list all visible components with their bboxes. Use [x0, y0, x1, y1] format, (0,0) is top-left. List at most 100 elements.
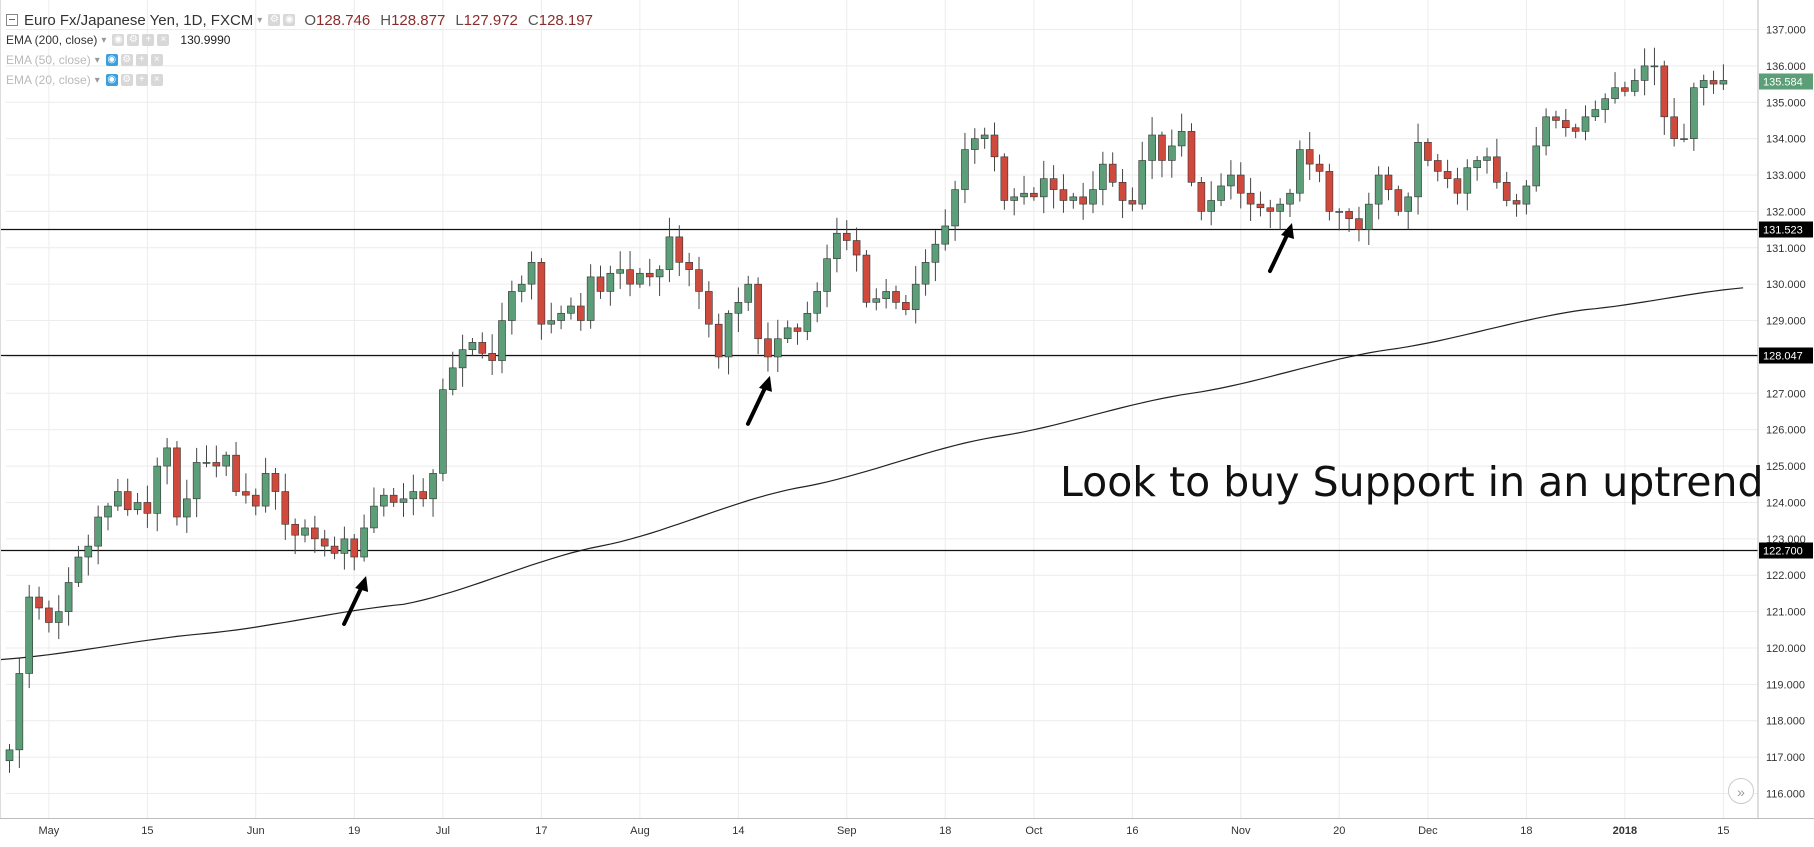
candle-body — [1020, 192, 1028, 198]
close-icon[interactable]: × — [150, 54, 163, 66]
chevron-down-icon[interactable]: ▾ — [101, 34, 107, 46]
candle-body — [626, 269, 634, 285]
candle — [1039, 160, 1048, 214]
eye-icon[interactable]: ◉ — [105, 74, 118, 86]
candle-body — [1345, 211, 1353, 219]
candle — [123, 478, 132, 516]
candle — [961, 132, 969, 204]
candle — [1512, 193, 1521, 217]
candle — [616, 251, 625, 289]
candle-body — [1049, 178, 1058, 190]
add-icon[interactable]: + — [135, 74, 148, 86]
candle-body — [517, 283, 526, 292]
candle — [1384, 166, 1393, 201]
settings-icon[interactable]: ⚙ — [268, 14, 281, 26]
chevron-down-icon[interactable]: ▾ — [94, 54, 100, 66]
eye-icon[interactable]: ◉ — [283, 14, 296, 26]
candle — [251, 488, 260, 516]
candle — [872, 288, 881, 311]
eye-icon[interactable]: ◉ — [112, 34, 125, 46]
close-icon[interactable]: × — [150, 74, 163, 86]
y-tick-label: 133.000 — [1766, 170, 1806, 182]
candle-body — [714, 323, 723, 358]
candle-body — [1236, 174, 1245, 194]
candle — [1581, 105, 1590, 141]
candle — [586, 264, 595, 329]
candle — [1286, 188, 1294, 218]
candle — [1000, 153, 1009, 210]
candle — [1207, 181, 1215, 226]
candle — [1424, 138, 1432, 167]
candle — [1236, 162, 1245, 209]
candle — [74, 545, 83, 587]
candle-body — [823, 258, 831, 292]
x-tick-label: May — [39, 825, 60, 837]
y-tick-label: 131.000 — [1766, 243, 1806, 255]
candle — [783, 320, 792, 344]
last-price-label: 135.584 — [1763, 77, 1803, 89]
candle — [163, 438, 171, 485]
candle — [183, 479, 191, 533]
candle — [1177, 113, 1186, 157]
candle — [902, 294, 910, 316]
add-icon[interactable]: + — [135, 54, 148, 66]
candle-body — [183, 498, 191, 518]
candle — [990, 122, 999, 172]
eye-icon[interactable]: ◉ — [105, 54, 118, 66]
candle — [823, 244, 831, 308]
candle-body — [1562, 120, 1570, 129]
y-tick-label: 118.000 — [1766, 716, 1805, 728]
candle — [1128, 187, 1137, 212]
settings-icon[interactable]: ⚙ — [120, 74, 133, 86]
high-label: H — [380, 11, 392, 29]
chevron-down-icon[interactable]: ▾ — [94, 74, 100, 86]
candle-body — [744, 283, 753, 303]
settings-icon[interactable]: ⚙ — [120, 54, 133, 66]
candle-body — [498, 320, 506, 361]
candle — [202, 445, 211, 468]
candle — [488, 334, 496, 376]
candle-body — [1690, 87, 1698, 139]
candle — [1650, 47, 1659, 86]
candle-body — [1552, 116, 1560, 121]
x-tick-label: Dec — [1418, 825, 1438, 837]
add-icon[interactable]: + — [142, 34, 155, 46]
candle — [1227, 160, 1235, 200]
settings-icon[interactable]: ⚙ — [127, 34, 140, 46]
candle — [1571, 123, 1580, 139]
chevron-down-icon[interactable]: ▾ — [257, 14, 263, 26]
candle — [1404, 192, 1412, 230]
candle — [1089, 171, 1097, 214]
candle-body — [1158, 134, 1166, 161]
candle-body — [1276, 203, 1284, 212]
candle-body — [320, 538, 329, 547]
candle-body — [1542, 116, 1550, 147]
y-tick-label: 130.000 — [1766, 279, 1806, 291]
candle-body — [232, 454, 240, 492]
collapse-icon[interactable] — [6, 14, 18, 26]
scroll-to-realtime-icon[interactable]: » — [1728, 778, 1754, 804]
ema-20-row[interactable]: EMA (20, close) ▾ ◉ ⚙ + × — [6, 70, 597, 90]
candle — [114, 478, 122, 511]
high-value: 128.877 — [391, 11, 446, 29]
candle — [980, 127, 989, 149]
candle — [1197, 176, 1206, 221]
candle-body — [1532, 145, 1541, 187]
candle-body — [5, 749, 14, 762]
candle-body — [379, 494, 388, 507]
candle — [665, 217, 674, 283]
candle — [1473, 155, 1481, 181]
candle-body — [1187, 131, 1196, 183]
ema-50-row[interactable]: EMA (50, close) ▾ ◉ ⚙ + × — [6, 50, 597, 70]
candle-body — [1030, 192, 1038, 198]
candle — [104, 502, 112, 531]
candle-body — [1059, 189, 1068, 201]
support-price-tag — [1759, 347, 1813, 364]
ema-200-row[interactable]: EMA (200, close) ▾ ◉ ⚙ + × 130.9990 — [6, 30, 597, 50]
close-icon[interactable]: × — [157, 34, 170, 46]
candle-body — [586, 276, 595, 321]
candle — [1542, 108, 1550, 156]
candle — [1453, 167, 1462, 205]
